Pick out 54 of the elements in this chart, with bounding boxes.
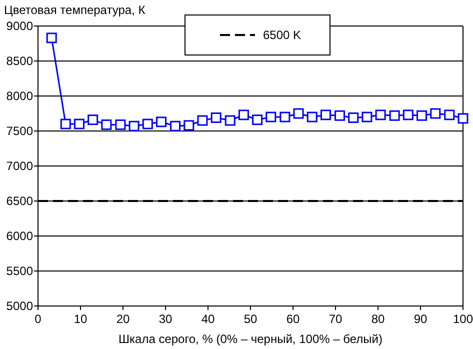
point <box>156 116 166 128</box>
point <box>115 119 126 130</box>
point <box>210 112 222 123</box>
point <box>238 110 249 120</box>
x-tick-label: 70 <box>328 312 342 326</box>
x-tick-label: 30 <box>158 312 172 326</box>
y-tick-label: 7000 <box>6 159 34 174</box>
point <box>88 114 98 126</box>
point <box>416 110 428 121</box>
x-tick-label: 20 <box>116 312 130 326</box>
y-tick-label: 5000 <box>6 299 34 314</box>
point <box>170 120 181 132</box>
y-tick-label: 7500 <box>6 124 34 138</box>
point <box>444 110 455 120</box>
y-tick-label: 6500 <box>6 194 34 208</box>
x-tick-label: 100 <box>452 312 473 326</box>
point <box>306 112 318 122</box>
point <box>197 115 208 126</box>
x-tick-label: 90 <box>414 312 428 326</box>
point <box>266 112 276 122</box>
point <box>252 114 263 126</box>
point <box>375 110 386 120</box>
x-tick-label: 40 <box>201 312 215 326</box>
point <box>280 112 290 122</box>
x-tick-label: 50 <box>244 312 258 326</box>
y-tick-label: 8500 <box>6 54 34 68</box>
legend-label: 6500 K <box>263 28 302 42</box>
x-tick-label: 80 <box>371 312 385 326</box>
point <box>46 32 57 44</box>
point <box>101 119 112 130</box>
x-tick-label: 0 <box>34 312 42 326</box>
point <box>430 108 441 119</box>
y-tick-label: 8000 <box>6 89 34 104</box>
y-axis-title: Цветовая температура, К <box>4 3 146 17</box>
point <box>224 115 236 126</box>
point <box>348 112 359 123</box>
point <box>60 118 71 130</box>
x-tick-label: 10 <box>74 312 88 326</box>
y-tick-label: 6000 <box>6 229 34 244</box>
point <box>389 110 400 121</box>
x-axis-title: Шкала серого, % (0% – черный, 100% – белый) <box>118 332 382 346</box>
point <box>128 120 140 132</box>
point <box>293 108 304 119</box>
point <box>402 110 414 120</box>
x-tick-label: 60 <box>286 312 300 326</box>
point <box>184 120 194 131</box>
y-tick-label: 9000 <box>6 19 34 34</box>
y-tick-label: 5500 <box>6 264 34 278</box>
point <box>458 113 468 124</box>
point <box>142 118 153 130</box>
point <box>334 110 345 121</box>
point <box>320 110 331 120</box>
point <box>362 112 372 122</box>
point <box>74 118 84 130</box>
